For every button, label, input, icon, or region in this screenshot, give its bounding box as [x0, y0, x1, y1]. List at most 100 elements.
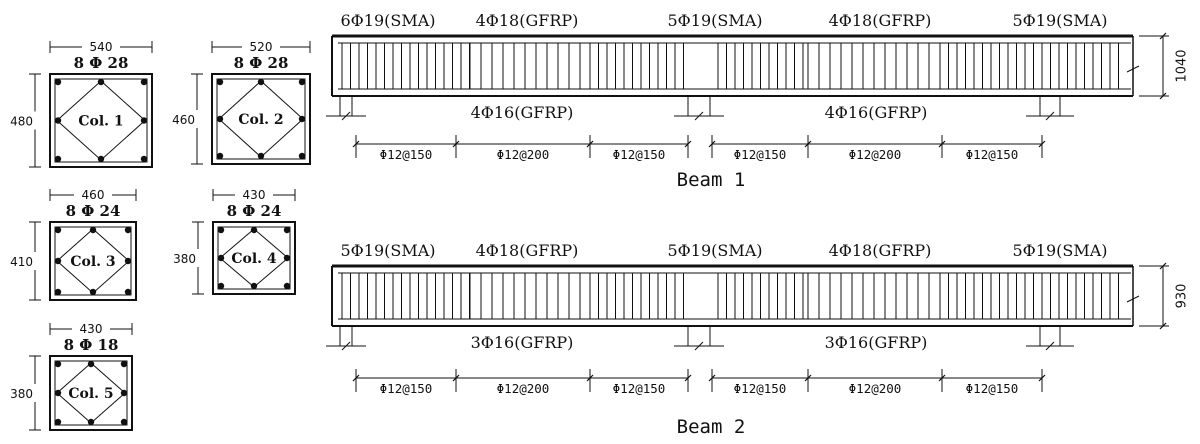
column-rebar-dot	[97, 78, 105, 86]
column-height-dim: 410	[10, 255, 33, 269]
dimension-tick	[708, 140, 716, 148]
top-rebar-label: 5Φ19(SMA)	[667, 241, 762, 260]
top-rebar-label: 4Φ18(GFRP)	[829, 11, 932, 30]
column-rebar-dot	[124, 226, 132, 234]
column-name-label: Col. 1	[78, 114, 123, 130]
column-rebar-dot	[54, 418, 62, 426]
dimension-tick	[586, 374, 594, 382]
dimension-tick	[1159, 262, 1167, 270]
break-mark	[694, 111, 704, 121]
column-outline	[212, 221, 296, 295]
column-width-dim: 430	[80, 322, 103, 336]
column-rebar-dot	[54, 155, 62, 163]
column-rebar-dot	[54, 257, 62, 265]
column-rebar-dot	[216, 115, 224, 123]
top-rebar-label: 4Φ18(GFRP)	[829, 241, 932, 260]
column-outline	[49, 355, 133, 431]
column-outline	[49, 221, 137, 301]
column-rebar-label: 8 Φ 28	[74, 54, 129, 72]
stirrup-spacing-label: Φ12@200	[849, 381, 902, 396]
column-height-dim: 380	[10, 387, 33, 401]
column-width-dim: 520	[250, 40, 273, 54]
stirrup-spacing-label: Φ12@200	[497, 147, 550, 162]
column-rebar-dot	[54, 360, 62, 368]
break-mark	[341, 341, 351, 351]
column-width-dim: 460	[82, 188, 105, 202]
beam-height-dim: 1040	[1175, 49, 1190, 82]
stirrup-spacing-label: Φ12@150	[380, 147, 433, 162]
column-rebar-dot	[257, 78, 265, 86]
stirrup-spacing-label: Φ12@150	[613, 147, 666, 162]
end-break-mark	[1126, 65, 1140, 73]
column-rebar-dot	[216, 78, 224, 86]
stirrup-spacing-label: Φ12@200	[849, 147, 902, 162]
bottom-rebar-label: 4Φ16(GFRP)	[825, 103, 928, 122]
dimension-tick	[586, 140, 594, 148]
break-mark	[341, 111, 351, 121]
column-rebar-label: 8 Φ 24	[227, 202, 282, 220]
beam-title: Beam 1	[677, 169, 746, 191]
dimension-tick	[452, 374, 460, 382]
column-rebar-dot	[54, 288, 62, 296]
column-rebar-dot	[120, 389, 128, 397]
column-outline	[49, 73, 153, 168]
bottom-rebar-label: 3Φ16(GFRP)	[471, 333, 574, 352]
stirrup-spacing-label: Φ12@200	[497, 381, 550, 396]
top-rebar-label: 4Φ18(GFRP)	[476, 11, 579, 30]
beam-2: 930 5Φ19(SMA) 4Φ18(GFRP) 5Φ19(SMA) 4Φ18(GFRP…	[326, 241, 1190, 438]
column-height-dim: 460	[172, 113, 195, 127]
stirrup-spacing-label: Φ12@150	[966, 147, 1019, 162]
column-rebar-dot	[298, 152, 306, 160]
beam-title: Beam 2	[677, 416, 746, 438]
stirrup-spacing-label: Φ12@150	[613, 381, 666, 396]
stirrup-spacing-label: Φ12@150	[966, 381, 1019, 396]
column-rebar-dot	[140, 155, 148, 163]
dimension-tick	[804, 374, 812, 382]
column-rebar-dot	[124, 257, 132, 265]
column-outline	[211, 73, 311, 165]
column-name-label: Col. 2	[238, 112, 283, 128]
column-rebar-dot	[298, 115, 306, 123]
column-rebar-dot	[97, 155, 105, 163]
column-name-label: Col. 3	[70, 254, 115, 270]
column-rebar-label: 8 Φ 28	[234, 54, 289, 72]
column-rebar-dot	[87, 360, 95, 368]
column-rebar-dot	[140, 78, 148, 86]
dimension-tick	[804, 140, 812, 148]
bottom-rebar-label: 4Φ16(GFRP)	[471, 103, 574, 122]
beam-elevations: 1040 6Φ19(SMA) 4Φ18(GFRP) 5Φ19(SMA) 4Φ18(GFR…	[326, 11, 1190, 438]
column-rebar-label: 8 Φ 18	[64, 336, 119, 354]
column-rebar-dot	[298, 78, 306, 86]
beam-height-dim: 930	[1175, 284, 1190, 309]
column-rebar-dot	[283, 226, 291, 234]
column-height-dim: 380	[173, 252, 196, 266]
stirrup-spacing-label: Φ12@150	[734, 381, 787, 396]
column-rebar-dot	[217, 282, 225, 290]
column-height-dim: 480	[10, 115, 33, 129]
dimension-tick	[1038, 374, 1046, 382]
column-rebar-dot	[250, 226, 258, 234]
column-rebar-dot	[216, 152, 224, 160]
column-name-label: Col. 5	[68, 386, 113, 402]
dimension-tick	[452, 140, 460, 148]
bottom-rebar-label: 3Φ16(GFRP)	[825, 333, 928, 352]
column-rebar-dot	[124, 288, 132, 296]
dimension-tick	[938, 140, 946, 148]
top-rebar-label: 5Φ19(SMA)	[667, 11, 762, 30]
column-rebar-label: 8 Φ 24	[66, 202, 121, 220]
break-mark	[1045, 341, 1055, 351]
column-rebar-dot	[217, 254, 225, 262]
dimension-tick	[708, 374, 716, 382]
column-rebar-dot	[54, 117, 62, 124]
column-rebar-dot	[140, 117, 148, 124]
column-width-dim: 540	[90, 40, 113, 54]
column-name-label: Col. 4	[231, 251, 277, 267]
column-rebar-dot	[257, 152, 265, 160]
top-rebar-label: 4Φ18(GFRP)	[476, 241, 579, 260]
column-rebar-dot	[87, 418, 95, 426]
